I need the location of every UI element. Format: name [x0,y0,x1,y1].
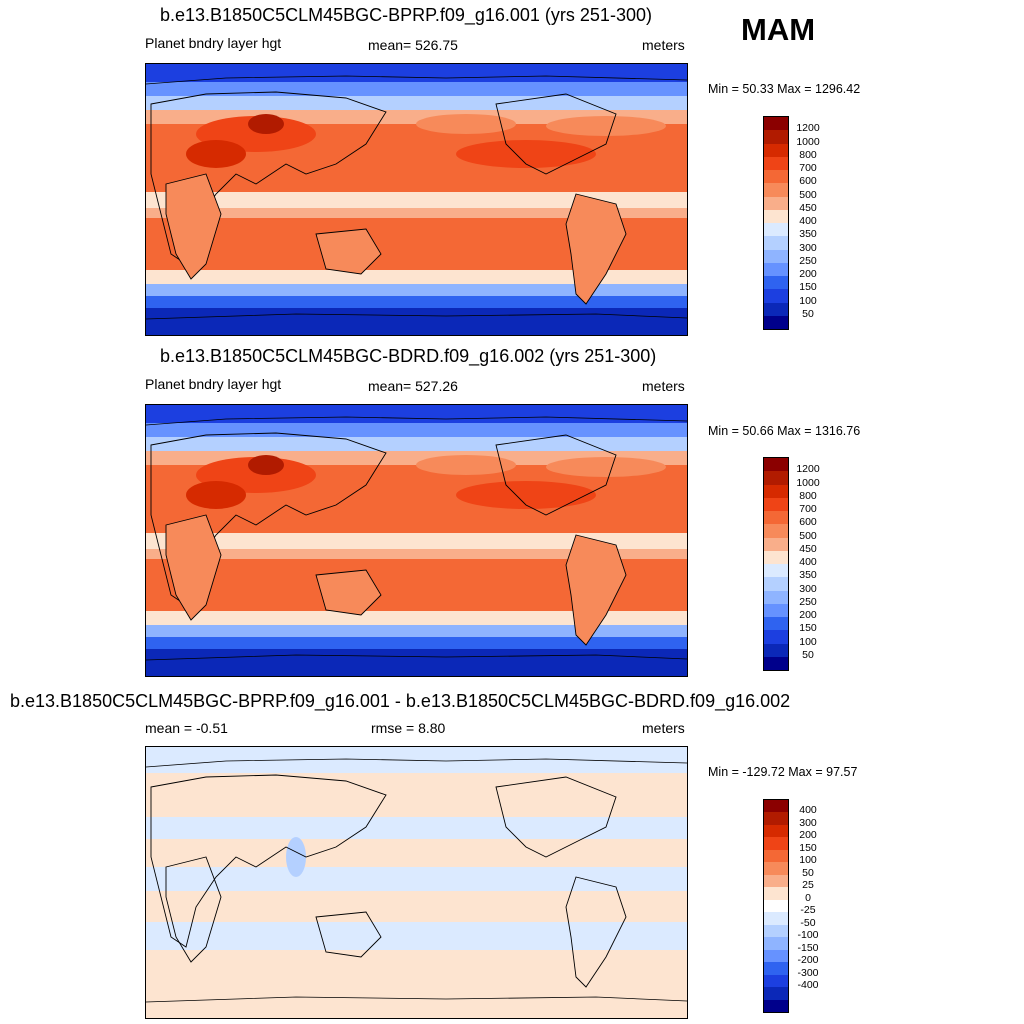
colorbar-tick-label: 400 [799,804,817,817]
panel3-units: meters [642,720,685,736]
panel2-variable: Planet bndry layer hgt [145,376,282,392]
colorbar-tick-label: 350 [799,228,817,241]
colorbar-tick-label: 700 [799,503,817,515]
colorbar-tick-label: -50 [800,916,816,929]
colorbar-tick-label: 600 [799,516,817,529]
colorbar-tick-label: 800 [799,489,817,502]
colorbar-tick-label: 1200 [796,122,820,135]
colorbar-tick-label: 450 [799,542,817,555]
colorbar-tick-label: 700 [799,162,817,174]
panel2-title: b.e13.B1850C5CLM45BGC-BDRD.f09_g16.002 (… [160,346,657,366]
panel3-rmse: rmse = 8.80 [371,720,446,736]
colorbar-tick-label: 200 [799,829,817,842]
colorbar-tick-label: 300 [799,582,817,595]
panel1-variable: Planet bndry layer hgt [145,35,282,51]
panel1-mean: mean= 526.75 [368,37,458,53]
colorbar-tick-label: 100 [799,635,817,648]
colorbar-tick-label: 250 [799,595,817,608]
colorbar-tick-label: 450 [799,201,817,214]
panel2-mean: mean= 527.26 [368,378,458,394]
panel3-map [145,746,688,1019]
colorbar-tick-label: 1000 [796,476,820,489]
panel1-map [145,63,688,336]
colorbar-tick-label: 100 [799,294,817,307]
colorbar-tick-label: 150 [799,622,817,635]
colorbar-tick-label: 150 [799,841,817,854]
panel2-map [145,404,688,677]
colorbar-tick-label: 250 [799,254,817,267]
colorbar-tick-label: 50 [802,307,814,320]
colorbar-tick-label: 25 [802,879,814,892]
panel1-colorbar [763,116,789,330]
panel3-map-field [146,747,687,1018]
colorbar-tick-label: -150 [797,941,819,954]
panel3-colorbar [763,799,789,1013]
colorbar-tick-label: 300 [799,816,817,829]
colorbar-tick-label: 50 [802,866,814,879]
colorbar-tick-label: 400 [799,556,817,568]
panel1-map-field [146,64,687,335]
colorbar-tick-label: 600 [799,175,817,188]
colorbar-tick-label: 400 [799,215,817,227]
colorbar-tick-label: 200 [799,268,817,280]
panel2-map-field [146,405,687,676]
panel2-minmax: Min = 50.66 Max = 1316.76 [708,424,861,438]
colorbar-tick-label: -300 [797,966,819,979]
colorbar-tick-label: 0 [805,891,811,904]
season-label: MAM [741,12,816,47]
colorbar-tick-label: -400 [797,979,819,992]
colorbar-tick-label: 800 [799,148,817,161]
colorbar-tick-label: 100 [799,854,817,867]
colorbar-tick-label: 200 [799,609,817,621]
panel3-title: b.e13.B1850C5CLM45BGC-BPRP.f09_g16.001 -… [10,691,791,711]
colorbar-tick-label: -100 [797,929,819,942]
colorbar-tick-label: 500 [799,188,817,201]
colorbar-tick-label: 300 [799,241,817,254]
colorbar-tick-label: 350 [799,569,817,582]
panel1-title: b.e13.B1850C5CLM45BGC-BPRP.f09_g16.001 (… [160,5,652,25]
colorbar-tick-label: 1200 [796,463,820,476]
colorbar-tick-label: 500 [799,529,817,542]
panel1-units: meters [642,37,685,53]
colorbar-tick-label: 150 [799,281,817,294]
colorbar-tick-label: 1000 [796,135,820,148]
colorbar-tick-label: 50 [802,648,814,661]
colorbar-tick-label: -25 [800,904,816,917]
colorbar-tick-label: -200 [797,954,819,967]
panel1-minmax: Min = 50.33 Max = 1296.42 [708,82,861,96]
panel2-colorbar [763,457,789,671]
panel3-mean: mean = -0.51 [145,720,228,736]
panel3-minmax: Min = -129.72 Max = 97.57 [708,765,858,779]
panel2-units: meters [642,378,685,394]
